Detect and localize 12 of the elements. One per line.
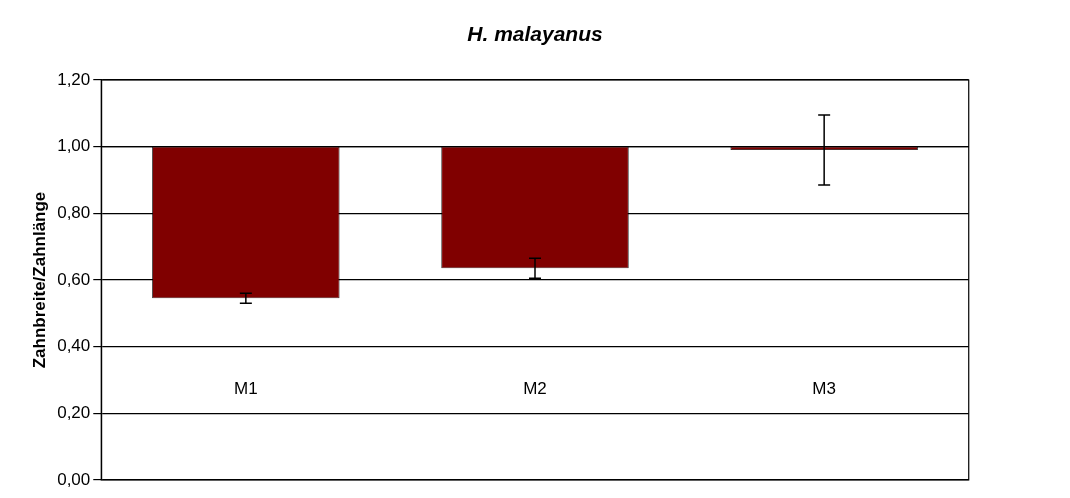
y-tick-label: 0,20 (57, 403, 91, 423)
y-tick-label: 0,60 (57, 269, 91, 289)
y-tick-label: 0,80 (57, 203, 91, 223)
x-tick-label: M3 (812, 378, 836, 398)
x-tick-label: M2 (523, 378, 547, 398)
y-axis-title: Zahnbreite/Zahnlänge (29, 191, 49, 369)
x-tick-label: M1 (234, 378, 258, 398)
y-tick-label: 1,00 (57, 136, 91, 156)
y-tick-label: 0,00 (57, 469, 91, 489)
chart-title: H. malayanus (466, 22, 604, 46)
y-tick-label: 1,20 (57, 69, 91, 89)
y-tick-label: 0,40 (57, 336, 91, 356)
